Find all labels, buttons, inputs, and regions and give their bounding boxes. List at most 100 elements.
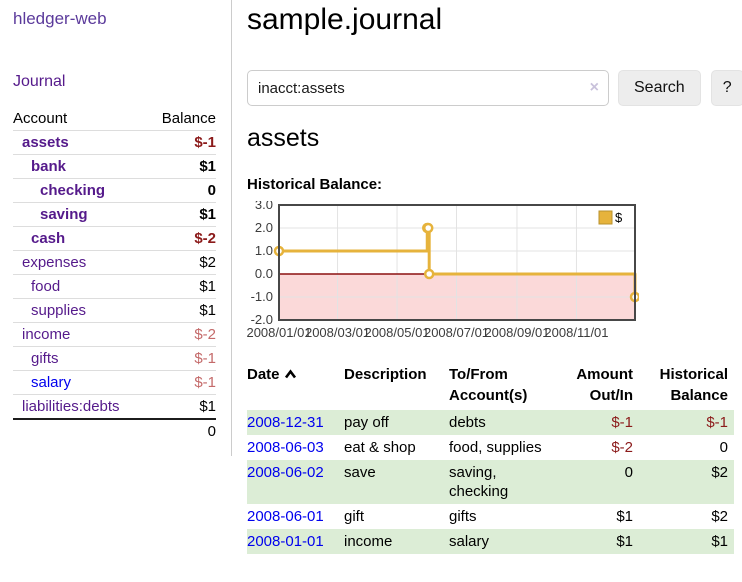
account-row: gifts $-1 <box>13 346 216 371</box>
sidebar-item-journal[interactable]: Journal <box>13 73 66 90</box>
svg-text:2008/03/01: 2008/03/01 <box>305 325 370 340</box>
account-link[interactable]: income <box>22 326 71 343</box>
chart-title: Historical Balance: <box>247 176 383 193</box>
transaction-accounts: gifts <box>449 508 477 525</box>
svg-text:2008/11/01: 2008/11/01 <box>544 325 608 340</box>
transaction-amount: $1 <box>616 533 633 550</box>
account-balance: 0 <box>147 178 216 203</box>
transaction-date-link[interactable]: 2008-12-31 <box>247 414 324 431</box>
account-row: food $1 <box>13 274 216 299</box>
account-row: cash $-2 <box>13 226 216 251</box>
help-button[interactable]: ? <box>710 70 742 106</box>
register-table: Date Description To/From Account(s) Amou… <box>247 362 734 554</box>
transaction-description: pay off <box>344 414 389 431</box>
brand-link[interactable]: hledger-web <box>13 9 107 28</box>
page-title: sample.journal <box>247 3 443 36</box>
sidebar-nav: Journal <box>13 73 231 91</box>
transaction-date-link[interactable]: 2008-06-03 <box>247 439 324 456</box>
accounts-total-spacer <box>13 418 148 443</box>
transaction-balance: $-1 <box>706 414 728 431</box>
transaction-date-link[interactable]: 2008-06-02 <box>247 464 324 481</box>
account-balance: $1 <box>147 298 216 323</box>
account-row: supplies $1 <box>13 298 216 323</box>
account-link[interactable]: supplies <box>31 302 87 319</box>
account-row: salary $-1 <box>13 370 216 395</box>
register-row: 2008-06-02 save saving, checking 0 $2 <box>247 460 734 504</box>
svg-text:-2.0: -2.0 <box>251 312 273 327</box>
accounts-total-row: 0 <box>13 418 216 443</box>
svg-text:2.0: 2.0 <box>255 220 273 235</box>
account-balance: $1 <box>147 202 216 227</box>
account-title: assets <box>247 124 320 152</box>
account-row: income $-2 <box>13 322 216 347</box>
register-header-date[interactable]: Date <box>247 362 344 410</box>
transaction-balance: $2 <box>711 464 728 481</box>
search-button[interactable]: Search <box>618 70 701 106</box>
register-row: 2008-06-01 gift gifts $1 $2 <box>247 504 734 529</box>
transaction-amount: 0 <box>624 464 633 481</box>
transaction-date-link[interactable]: 2008-06-01 <box>247 508 324 525</box>
account-link[interactable]: gifts <box>31 350 59 367</box>
transaction-amount: $-2 <box>611 439 633 456</box>
register-header-amount: Amount Out/In <box>576 366 633 404</box>
account-link[interactable]: checking <box>40 182 106 199</box>
accounts-header-balance: Balance <box>147 106 216 131</box>
svg-text:3.0: 3.0 <box>255 201 273 212</box>
svg-text:1.0: 1.0 <box>255 243 273 258</box>
transaction-balance: $2 <box>711 508 728 525</box>
account-balance: $-1 <box>147 346 216 371</box>
app-window: hledger-web Journal Account Balance asse… <box>0 0 742 554</box>
historical-balance-chart: $3.0 2.0 1.0 0.0 -1.0 -2.02008/01/012008/03/0… <box>247 201 639 340</box>
transaction-balance: 0 <box>719 439 728 456</box>
svg-text:2008/07/01: 2008/07/01 <box>424 325 489 340</box>
svg-text:2008/01/01: 2008/01/01 <box>247 325 312 340</box>
account-link[interactable]: saving <box>40 206 88 223</box>
transaction-description: income <box>344 533 393 550</box>
account-balance: $1 <box>147 274 216 299</box>
register-row: 2008-01-01 income salary $1 $1 <box>247 529 734 554</box>
account-row: liabilities:debts $1 <box>13 394 216 420</box>
sidebar: hledger-web Journal Account Balance asse… <box>0 0 232 456</box>
account-row: checking 0 <box>13 178 216 203</box>
register-header-balance: Historical Balance <box>659 366 728 404</box>
transaction-balance: $1 <box>711 533 728 550</box>
accounts-header-row: Account Balance <box>13 106 216 131</box>
transaction-accounts: debts <box>449 414 486 431</box>
main-content: sample.journal × Search ? assets Histori… <box>232 0 742 554</box>
search-form: × Search ? <box>247 70 742 106</box>
register-header-row: Date Description To/From Account(s) Amou… <box>247 362 734 410</box>
account-link[interactable]: food <box>31 278 61 295</box>
account-link[interactable]: expenses <box>22 254 87 271</box>
clear-search-icon[interactable]: × <box>589 79 599 96</box>
transaction-description: save <box>344 464 376 481</box>
account-balance: $-1 <box>147 370 216 395</box>
account-balance: $-1 <box>147 130 216 155</box>
transaction-amount: $-1 <box>611 414 633 431</box>
register-row: 2008-06-03 eat & shop food, supplies $-2… <box>247 435 734 460</box>
account-link[interactable]: liabilities:debts <box>22 398 120 415</box>
legend-label: $ <box>615 210 623 225</box>
transaction-amount: $1 <box>616 508 633 525</box>
svg-text:0.0: 0.0 <box>255 266 273 281</box>
account-link[interactable]: assets <box>22 134 69 151</box>
account-link[interactable]: cash <box>31 230 66 247</box>
transaction-description: gift <box>344 508 365 525</box>
transaction-description: eat & shop <box>344 439 416 456</box>
account-balance: $1 <box>147 154 216 179</box>
account-row: saving $1 <box>13 202 216 227</box>
account-link[interactable]: salary <box>31 374 72 391</box>
account-row: assets $-1 <box>13 130 216 155</box>
svg-text:2008/05/01: 2008/05/01 <box>364 325 429 340</box>
accounts-table: Account Balance assets $-1 bank $1 check… <box>13 106 216 443</box>
transaction-accounts: food, supplies <box>449 439 542 456</box>
search-input[interactable] <box>247 70 609 106</box>
transaction-accounts: saving, checking <box>449 464 509 500</box>
svg-text:-1.0: -1.0 <box>251 289 273 304</box>
account-row: expenses $2 <box>13 250 216 275</box>
svg-text:2008/09/01: 2008/09/01 <box>484 325 549 340</box>
transaction-date-link[interactable]: 2008-01-01 <box>247 533 324 550</box>
account-link[interactable]: bank <box>31 158 67 175</box>
account-row: bank $1 <box>13 154 216 179</box>
account-balance: $-2 <box>147 322 216 347</box>
accounts-total-value: 0 <box>147 418 216 443</box>
